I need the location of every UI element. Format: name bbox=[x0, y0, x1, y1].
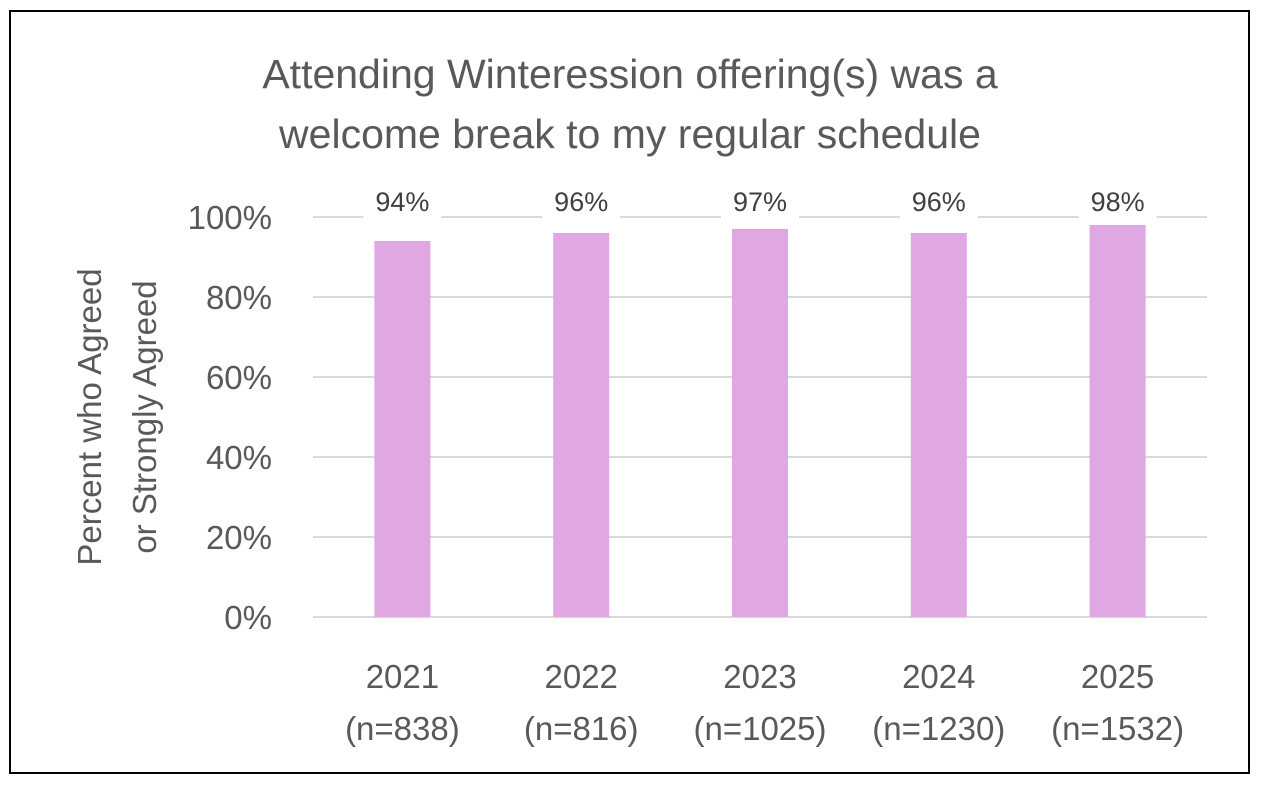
bar bbox=[553, 233, 610, 617]
data-label: 98% bbox=[1091, 187, 1145, 217]
data-label: 94% bbox=[375, 187, 429, 217]
chart-frame bbox=[9, 10, 1250, 774]
bar bbox=[374, 241, 431, 617]
x-category-year: 2025 bbox=[1081, 658, 1154, 695]
data-label-background bbox=[363, 180, 442, 220]
bar bbox=[732, 229, 788, 617]
y-tick-label: 0% bbox=[224, 599, 272, 636]
x-category-year: 2024 bbox=[902, 658, 975, 695]
x-axis-categories: 2021 (n=838) 2022 (n=816) 2023 (n=1025) 2024 (n… bbox=[345, 658, 1184, 747]
y-tick-label: 20% bbox=[206, 519, 272, 556]
chart-title: Attending Winteression offering(s) was a… bbox=[262, 51, 998, 157]
y-axis-label-line-1: Percent who Agreed bbox=[71, 268, 108, 565]
y-tick-label: 60% bbox=[206, 359, 272, 396]
y-tick-label: 80% bbox=[206, 279, 272, 316]
data-label-background bbox=[899, 180, 978, 220]
chart-title-line-2: welcome break to my regular schedule bbox=[278, 111, 981, 157]
x-category-count: (n=838) bbox=[345, 710, 460, 747]
data-label-background bbox=[721, 180, 799, 220]
x-category-year: 2023 bbox=[723, 658, 796, 695]
y-tick-label: 100% bbox=[188, 199, 272, 236]
data-label: 96% bbox=[554, 187, 608, 217]
data-label: 97% bbox=[733, 187, 787, 217]
bars bbox=[374, 225, 1146, 617]
data-label: 96% bbox=[912, 187, 966, 217]
data-labels: 94% 96% 97% 96% 98% bbox=[363, 180, 1157, 220]
data-label-background bbox=[542, 180, 621, 220]
x-category-year: 2022 bbox=[544, 658, 617, 695]
x-category-count: (n=1532) bbox=[1051, 710, 1184, 747]
chart-title-line-1: Attending Winteression offering(s) was a bbox=[262, 51, 998, 97]
x-category-count: (n=816) bbox=[524, 710, 639, 747]
data-label-background bbox=[1078, 180, 1157, 220]
y-axis-ticks: 0% 20% 40% 60% 80% 100% bbox=[188, 199, 272, 636]
x-category-year: 2021 bbox=[366, 658, 439, 695]
y-axis-label: Percent who Agreed or Strongly Agreed bbox=[71, 268, 163, 565]
x-category-count: (n=1025) bbox=[693, 710, 826, 747]
bar bbox=[910, 233, 967, 617]
x-category-count: (n=1230) bbox=[872, 710, 1005, 747]
bar bbox=[1089, 225, 1146, 617]
y-axis-label-line-2: or Strongly Agreed bbox=[126, 280, 163, 553]
y-tick-label: 40% bbox=[206, 439, 272, 476]
